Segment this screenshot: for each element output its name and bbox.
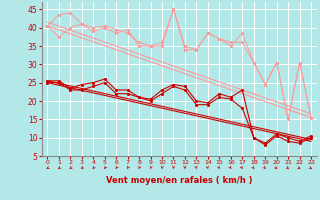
X-axis label: Vent moyen/en rafales ( km/h ): Vent moyen/en rafales ( km/h ) — [106, 176, 252, 185]
